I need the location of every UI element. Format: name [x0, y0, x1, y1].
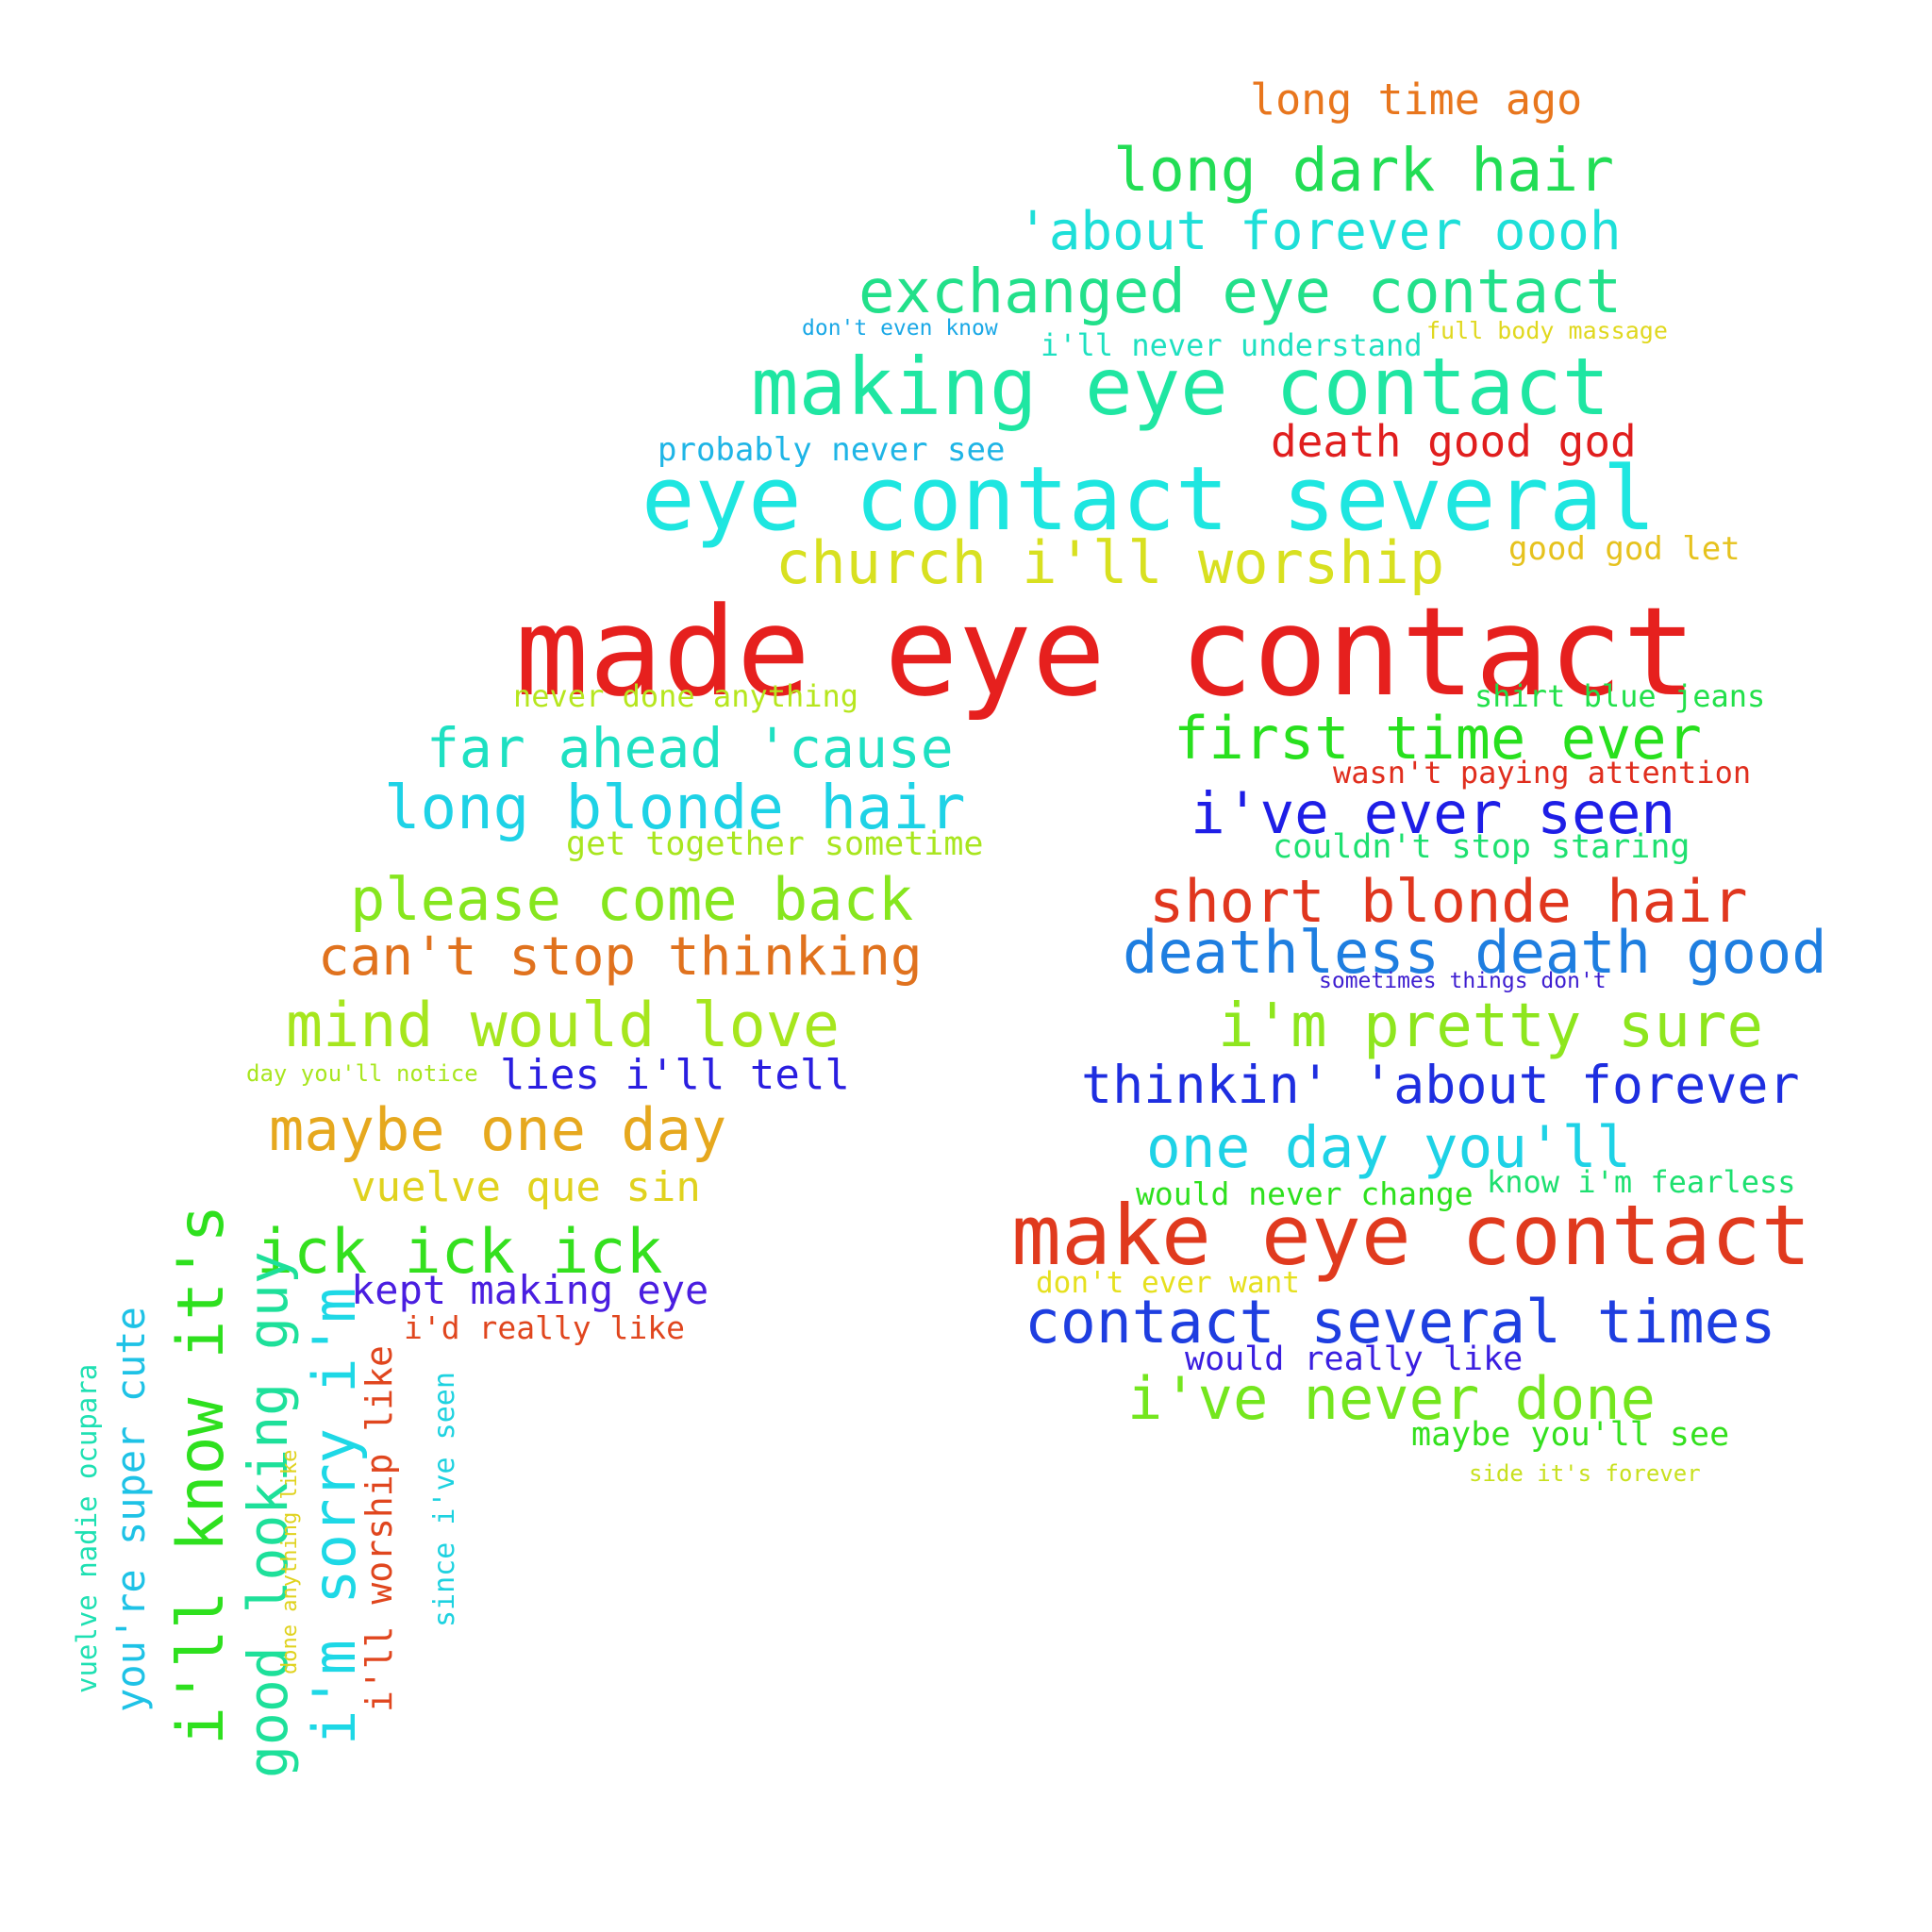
- word: i've ever seen: [1191, 780, 1676, 847]
- word: mind would love: [286, 991, 840, 1061]
- word: i've never done: [1127, 1364, 1656, 1433]
- word: vuelve nadie ocupara: [71, 1363, 103, 1693]
- word: vuelve que sin: [351, 1163, 701, 1211]
- word: made eye contact: [515, 580, 1697, 724]
- word: ick ick ick: [257, 1217, 663, 1288]
- word: far ahead 'cause: [426, 716, 954, 780]
- word: make eye contact: [1011, 1187, 1811, 1284]
- word: maybe you'll see: [1411, 1416, 1730, 1454]
- word: would never change: [1136, 1175, 1474, 1212]
- word: never done anything: [513, 678, 859, 714]
- word: death good god: [1271, 416, 1637, 467]
- word: eye contact several: [641, 448, 1657, 551]
- word: can't stop thinking: [318, 926, 923, 988]
- word: couldn't stop staring: [1273, 828, 1690, 866]
- word: thinkin' 'about forever: [1081, 1055, 1800, 1115]
- word: know i'm fearless: [1487, 1164, 1796, 1200]
- word: side it's forever: [1469, 1460, 1701, 1487]
- word: wasn't paying attention: [1333, 755, 1752, 791]
- word: don't ever want: [1036, 1266, 1300, 1300]
- word: long dark hair: [1113, 136, 1615, 205]
- word: shirt blue jeans: [1474, 678, 1766, 714]
- word: contact several times: [1024, 1288, 1776, 1357]
- word: would really like: [1185, 1341, 1524, 1378]
- word: don't even know: [802, 316, 998, 341]
- word: exchanged eye contact: [858, 258, 1623, 327]
- word: i'll worship like: [358, 1345, 400, 1712]
- word: you're super cute: [108, 1307, 154, 1712]
- word: full body massage: [1426, 317, 1668, 344]
- word: deathless death good: [1123, 918, 1827, 987]
- word: get together sometime: [566, 825, 984, 863]
- word: maybe one day: [269, 1095, 727, 1164]
- word: first time ever: [1174, 704, 1702, 773]
- word: good god let: [1508, 530, 1740, 568]
- word: i'm sorry i'm: [300, 1287, 369, 1745]
- word: i'm pretty sure: [1218, 991, 1763, 1061]
- word: church i'll worship: [775, 528, 1445, 597]
- word: long time ago: [1250, 75, 1583, 125]
- word: please come back: [350, 865, 914, 934]
- word: one day you'll: [1146, 1114, 1632, 1181]
- word: day you'll notice: [246, 1060, 478, 1087]
- word: since i've seen: [428, 1372, 461, 1627]
- word: probably never see: [658, 431, 1006, 469]
- word: lies i'll tell: [500, 1051, 850, 1099]
- word: done anything like: [278, 1449, 302, 1674]
- word: i'll never understand: [1041, 327, 1423, 363]
- word: kept making eye: [351, 1267, 709, 1313]
- word: short blonde hair: [1149, 867, 1748, 936]
- word: long blonde hair: [384, 774, 966, 843]
- word: 'about forever oooh: [1017, 201, 1622, 262]
- word: i'll know it's: [164, 1204, 239, 1745]
- word: sometimes things don't: [1319, 969, 1607, 993]
- word: i'd really like: [404, 1309, 686, 1346]
- word: making eye contact: [751, 341, 1610, 433]
